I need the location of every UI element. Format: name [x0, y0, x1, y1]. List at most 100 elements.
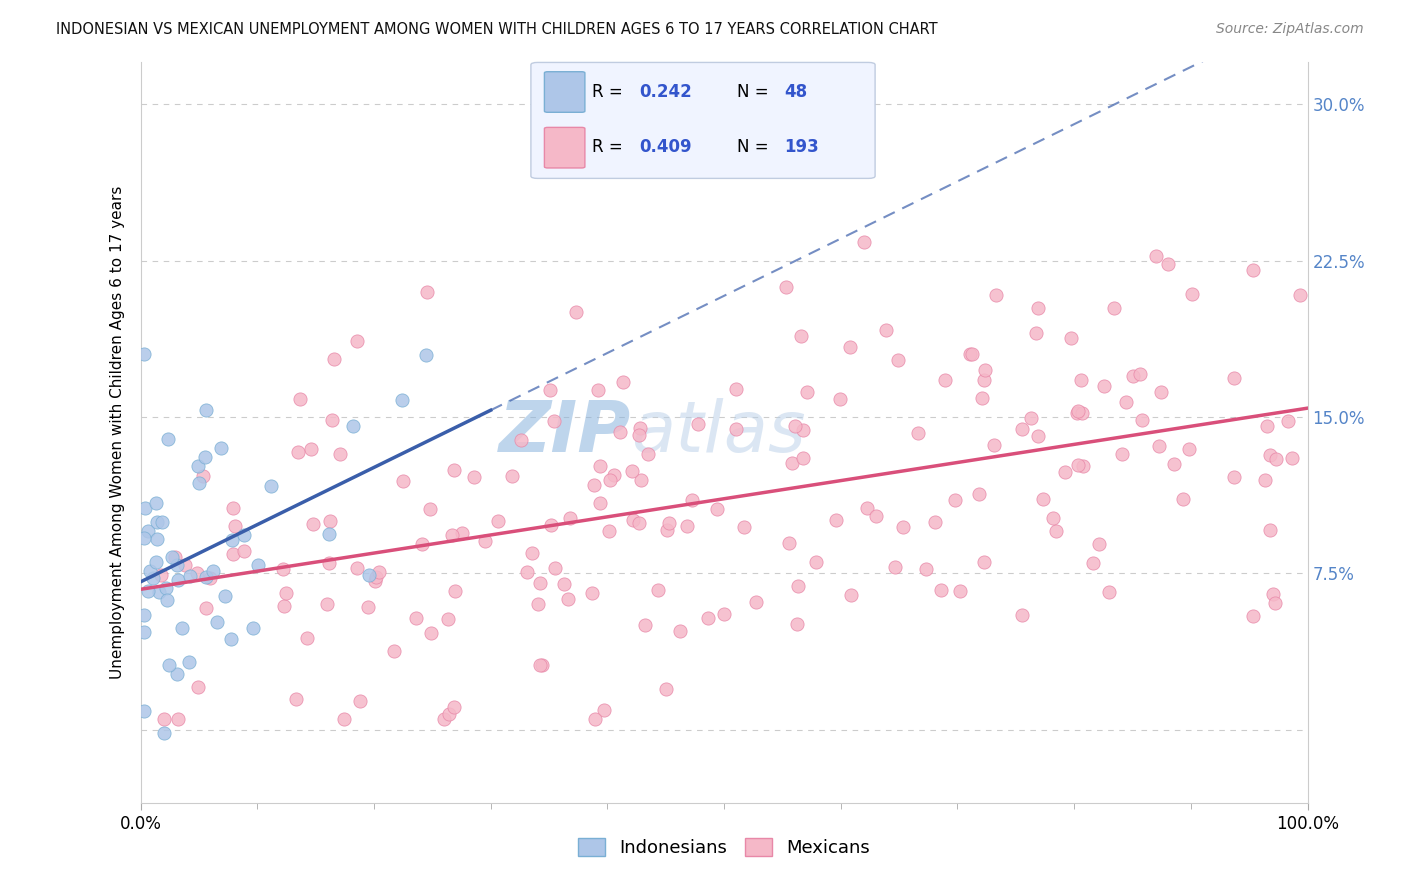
Point: [839, 341, 862, 355]
Point: [276, 586, 298, 600]
Point: [318, 556, 340, 570]
Point: [1258, 448, 1281, 462]
Point: [194, 450, 217, 464]
Text: 48: 48: [785, 83, 807, 101]
Point: [984, 287, 1007, 301]
Point: [1129, 367, 1152, 381]
Point: [316, 597, 339, 611]
Point: [668, 624, 690, 638]
Point: [450, 525, 472, 540]
Point: [153, 726, 176, 740]
Point: [583, 478, 606, 492]
Point: [553, 576, 575, 591]
Point: [157, 657, 180, 672]
Point: [233, 544, 256, 558]
Point: [586, 383, 609, 397]
Point: [1011, 422, 1033, 436]
Text: N =: N =: [737, 83, 773, 101]
Point: [780, 456, 803, 470]
Point: [1081, 556, 1104, 570]
Point: [599, 473, 621, 487]
Point: [321, 413, 343, 427]
Point: [657, 523, 679, 537]
Point: [1098, 585, 1121, 599]
Point: [907, 425, 929, 440]
Point: [538, 383, 561, 397]
Point: [415, 348, 437, 362]
Point: [522, 546, 544, 560]
Point: [1115, 395, 1137, 409]
Point: [150, 516, 173, 530]
Point: [969, 487, 991, 501]
Point: [179, 569, 201, 583]
Point: [318, 527, 340, 541]
Point: [187, 458, 209, 473]
Point: [136, 524, 159, 538]
Point: [198, 571, 221, 585]
Point: [160, 549, 183, 564]
Point: [1277, 414, 1299, 428]
Point: [790, 329, 813, 343]
Point: [132, 625, 155, 640]
Text: R =: R =: [592, 138, 627, 156]
Point: [620, 464, 643, 478]
Point: [136, 583, 159, 598]
Point: [1130, 413, 1153, 427]
Point: [148, 584, 170, 599]
Point: [368, 565, 391, 579]
Point: [174, 558, 197, 572]
Point: [839, 588, 862, 602]
Point: [332, 712, 354, 726]
Point: [1222, 470, 1244, 484]
Point: [1066, 406, 1088, 420]
Point: [219, 632, 242, 647]
Point: [194, 403, 217, 417]
Point: [581, 586, 603, 600]
Point: [205, 615, 228, 629]
Point: [621, 513, 644, 527]
Point: [405, 611, 427, 625]
Point: [527, 597, 550, 611]
Point: [132, 531, 155, 545]
Point: [628, 428, 651, 442]
Point: [1042, 511, 1064, 525]
Point: [163, 550, 186, 565]
Point: [1094, 379, 1116, 393]
Point: [1254, 473, 1277, 487]
Point: [1060, 331, 1083, 345]
Point: [501, 468, 523, 483]
Text: N =: N =: [737, 138, 773, 156]
Point: [132, 704, 155, 718]
Point: [565, 304, 588, 318]
Point: [149, 567, 172, 582]
Point: [1241, 609, 1264, 624]
FancyBboxPatch shape: [544, 71, 585, 112]
Point: [924, 515, 946, 529]
Text: 193: 193: [785, 138, 818, 156]
Point: [346, 334, 368, 348]
Point: [914, 562, 936, 576]
Point: [1264, 452, 1286, 467]
Point: [474, 534, 496, 549]
Point: [637, 447, 659, 461]
Point: [804, 556, 827, 570]
Point: [155, 581, 177, 595]
Point: [1177, 442, 1199, 457]
FancyBboxPatch shape: [531, 62, 875, 178]
Point: [287, 444, 309, 458]
Point: [516, 566, 538, 580]
Point: [1122, 369, 1144, 384]
Point: [1025, 326, 1047, 340]
Point: [856, 500, 879, 515]
Point: [1150, 384, 1173, 399]
Point: [1026, 301, 1049, 316]
Point: [1261, 587, 1284, 601]
Point: [929, 583, 952, 598]
Point: [232, 527, 254, 541]
Point: [1223, 371, 1246, 385]
Point: [1157, 257, 1180, 271]
Point: [960, 347, 983, 361]
Point: [221, 533, 243, 547]
Point: [259, 478, 281, 492]
Point: [1264, 596, 1286, 610]
